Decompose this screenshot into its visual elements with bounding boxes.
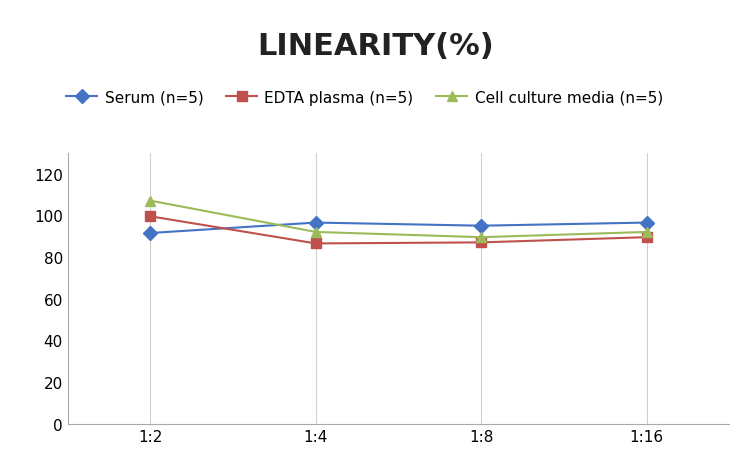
EDTA plasma (n=5): [146, 214, 155, 220]
Cell culture media (n=5): [642, 230, 651, 235]
Serum (n=5): [146, 231, 155, 236]
Cell culture media (n=5): [477, 235, 486, 240]
Serum (n=5): [477, 224, 486, 229]
EDTA plasma (n=5): [311, 241, 320, 247]
Cell culture media (n=5): [146, 198, 155, 204]
Serum (n=5): [311, 221, 320, 226]
EDTA plasma (n=5): [642, 235, 651, 240]
EDTA plasma (n=5): [477, 240, 486, 245]
Line: EDTA plasma (n=5): EDTA plasma (n=5): [146, 212, 651, 249]
Serum (n=5): [642, 221, 651, 226]
Legend: Serum (n=5), EDTA plasma (n=5), Cell culture media (n=5): Serum (n=5), EDTA plasma (n=5), Cell cul…: [60, 84, 669, 111]
Line: Cell culture media (n=5): Cell culture media (n=5): [146, 196, 651, 243]
Line: Serum (n=5): Serum (n=5): [146, 218, 651, 238]
Cell culture media (n=5): [311, 230, 320, 235]
Text: LINEARITY(%): LINEARITY(%): [258, 32, 494, 60]
